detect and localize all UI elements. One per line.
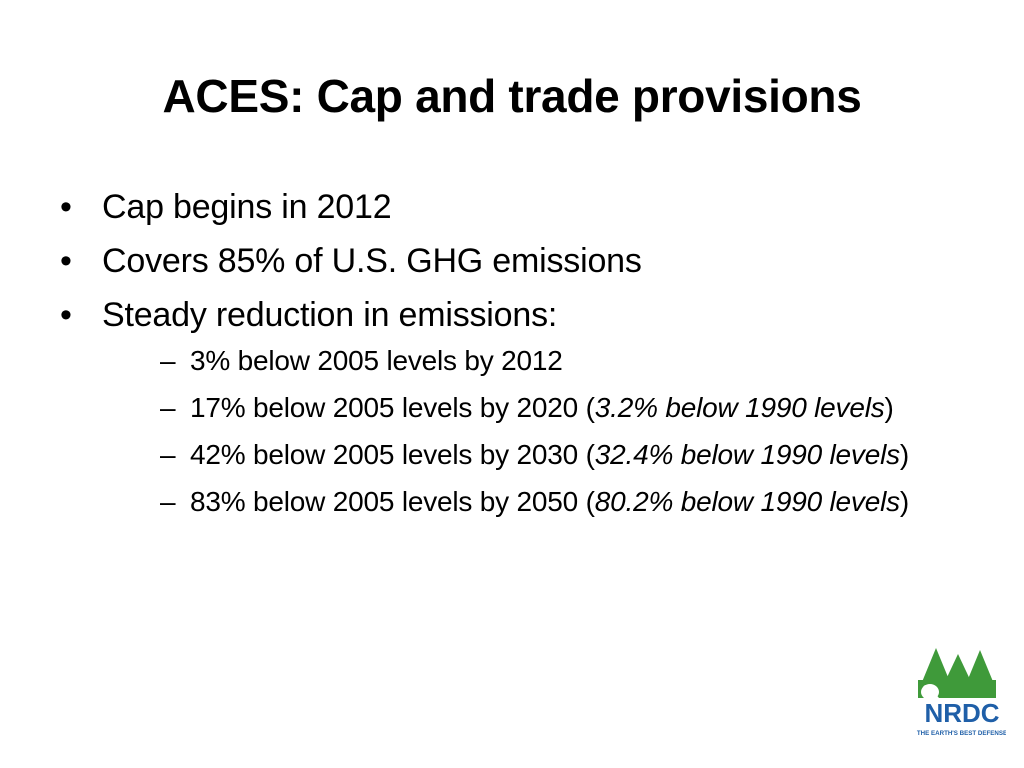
nrdc-logo: NRDC THE EARTH'S BEST DEFENSE <box>910 644 1006 740</box>
svg-text:THE EARTH'S BEST DEFENSE: THE EARTH'S BEST DEFENSE <box>917 730 1006 737</box>
subbullet-list: – 3% below 2005 levels by 2012 – 17% bel… <box>102 342 978 520</box>
paren-close: ) <box>899 439 910 470</box>
paren-open: ( <box>585 392 595 423</box>
bullet-text: Cap begins in 2012 <box>102 188 392 226</box>
subbullet-main: 83% below 2005 levels by 2050 <box>190 486 586 517</box>
bullet-marker: • <box>60 188 72 226</box>
subbullet-main: 17% below 2005 levels by 2020 <box>190 392 586 423</box>
bullet-text: Steady reduction in emissions: <box>102 296 558 334</box>
subbullet-marker: – <box>160 345 176 376</box>
subbullet-italic-note: 80.2% below 1990 levels <box>594 486 900 517</box>
bullet-list: • Cap begins in 2012 • Covers 85% of U.S… <box>58 180 978 520</box>
subbullet-italic-note: 3.2% below 1990 levels <box>594 392 885 423</box>
subbullet-marker: – <box>160 392 176 423</box>
paren-open: ( <box>585 439 595 470</box>
subbullet-main: 42% below 2005 levels by 2030 <box>190 439 586 470</box>
nrdc-tree-logo-icon: NRDC THE EARTH'S BEST DEFENSE <box>917 648 1006 737</box>
subbullet-item: – 42% below 2005 levels by 2030 (32.4% b… <box>102 436 978 473</box>
bullet-marker: • <box>60 242 72 280</box>
paren-close: ) <box>884 392 894 423</box>
subbullet-marker: – <box>160 486 176 517</box>
paren-open: ( <box>585 486 595 517</box>
subbullet-marker: – <box>160 439 176 470</box>
bullet-item: • Covers 85% of U.S. GHG emissions <box>58 234 978 288</box>
subbullet-main: 3% below 2005 levels by 2012 <box>190 345 563 376</box>
subbullet-italic-note: 32.4% below 1990 levels <box>594 439 900 470</box>
svg-text:NRDC: NRDC <box>924 698 999 728</box>
paren-close: ) <box>899 486 910 517</box>
bullet-item: • Steady reduction in emissions: – 3% be… <box>58 288 978 520</box>
subbullet-text: 83% below 2005 levels by 2050 (80.2% bel… <box>190 483 950 520</box>
subbullet-text: 3% below 2005 levels by 2012 <box>190 342 950 379</box>
subbullet-item: – 83% below 2005 levels by 2050 (80.2% b… <box>102 483 978 520</box>
bullet-item: • Cap begins in 2012 <box>58 180 978 234</box>
subbullet-text: 42% below 2005 levels by 2030 (32.4% bel… <box>190 436 950 473</box>
slide-title: ACES: Cap and trade provisions <box>162 70 862 122</box>
bullet-marker: • <box>60 296 72 334</box>
subbullet-text: 17% below 2005 levels by 2020 (3.2% belo… <box>190 389 950 426</box>
bullet-text: Covers 85% of U.S. GHG emissions <box>102 242 642 280</box>
subbullet-item: – 3% below 2005 levels by 2012 <box>102 342 978 379</box>
subbullet-item: – 17% below 2005 levels by 2020 (3.2% be… <box>102 389 978 426</box>
